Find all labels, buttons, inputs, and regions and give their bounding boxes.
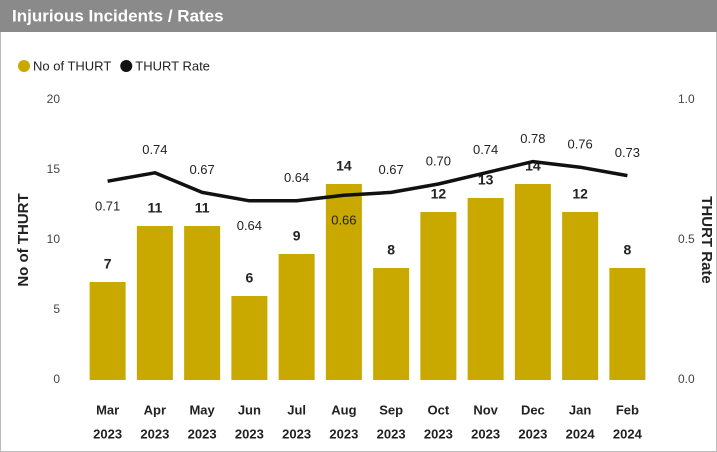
x-tick-label: 2023 [518, 426, 547, 441]
legend-label: THURT Rate [135, 58, 210, 73]
rate-value-label: 0.74 [142, 142, 167, 157]
bar [136, 226, 173, 380]
bar-value-label: 12 [431, 186, 447, 202]
chart-title: Injurious Incidents / Rates [12, 6, 224, 25]
bar [231, 296, 268, 380]
rate-value-label: 0.73 [615, 145, 640, 160]
rate-value-label: 0.70 [426, 153, 451, 168]
x-tick-label: Feb [616, 402, 639, 417]
x-tick-label: 2023 [424, 426, 453, 441]
bar-value-label: 6 [245, 270, 253, 286]
x-tick-label: 2023 [471, 426, 500, 441]
bar [184, 226, 221, 380]
x-tick-label: May [189, 402, 215, 417]
legend-label: No of THURT [33, 58, 111, 73]
bar-value-label: 8 [623, 242, 631, 258]
x-tick-label: Nov [473, 402, 498, 417]
rate-line [107, 159, 628, 203]
x-tick-label: 2024 [613, 426, 643, 441]
bar-value-label: 8 [387, 242, 395, 258]
bar [467, 198, 504, 380]
x-tick-label: Jan [569, 402, 591, 417]
legend-swatch [18, 60, 30, 72]
bar-value-label: 12 [572, 186, 588, 202]
y-tick-label: 0 [53, 372, 60, 386]
rate-value-label: 0.64 [284, 170, 309, 185]
x-tick-label: 2023 [188, 426, 217, 441]
x-tick-label: Oct [428, 402, 450, 417]
y-tick-label: 15 [47, 162, 61, 176]
x-tick-label: Aug [331, 402, 356, 417]
x-tick-label: 2023 [235, 426, 264, 441]
bar-value-label: 14 [336, 158, 352, 174]
bar [278, 254, 315, 380]
x-tick-label: Jun [238, 402, 261, 417]
bar-value-label: 13 [478, 172, 494, 188]
bar [373, 268, 410, 380]
bar [562, 212, 599, 380]
x-tick-label: 2023 [140, 426, 169, 441]
x-tick-label: Jul [287, 402, 306, 417]
bar [420, 212, 457, 380]
y-axis-label: No of THURT [15, 193, 32, 286]
x-tick-label: Mar [96, 402, 119, 417]
x-tick-label: Sep [379, 402, 403, 417]
x-tick-label: 2023 [329, 426, 358, 441]
header-bar [0, 0, 717, 32]
rate-value-label: 0.71 [95, 199, 120, 214]
y-tick-label: 10 [47, 232, 61, 246]
bar [89, 282, 126, 380]
y2-axis-label: THURT Rate [698, 196, 715, 284]
bar [609, 268, 646, 380]
x-tick-label: Dec [521, 402, 545, 417]
bar-value-label: 9 [293, 228, 301, 244]
y-tick-label: 5 [53, 302, 60, 316]
x-tick-label: 2023 [282, 426, 311, 441]
rate-value-label: 0.67 [378, 162, 403, 177]
bar [325, 184, 362, 380]
rate-value-label: 0.76 [567, 137, 592, 152]
y-tick-label: 20 [47, 92, 61, 106]
bar-value-label: 11 [195, 200, 210, 216]
legend-swatch [120, 60, 133, 72]
y2-tick-label: 0.5 [678, 232, 695, 246]
y2-tick-label: 0.0 [678, 372, 695, 386]
rate-value-label: 0.74 [473, 142, 498, 157]
x-tick-label: 2024 [566, 426, 596, 441]
rate-value-label: 0.67 [189, 162, 214, 177]
bar [514, 184, 551, 380]
bar-value-label: 11 [147, 200, 162, 216]
rate-value-label: 0.64 [237, 218, 262, 233]
rate-value-label: 0.78 [520, 131, 545, 146]
x-tick-label: Apr [144, 402, 166, 417]
y2-tick-label: 1.0 [678, 92, 695, 106]
x-tick-label: 2023 [377, 426, 406, 441]
x-tick-label: 2023 [93, 426, 122, 441]
bar-value-label: 7 [104, 256, 112, 272]
rate-value-label: 0.66 [331, 213, 356, 228]
